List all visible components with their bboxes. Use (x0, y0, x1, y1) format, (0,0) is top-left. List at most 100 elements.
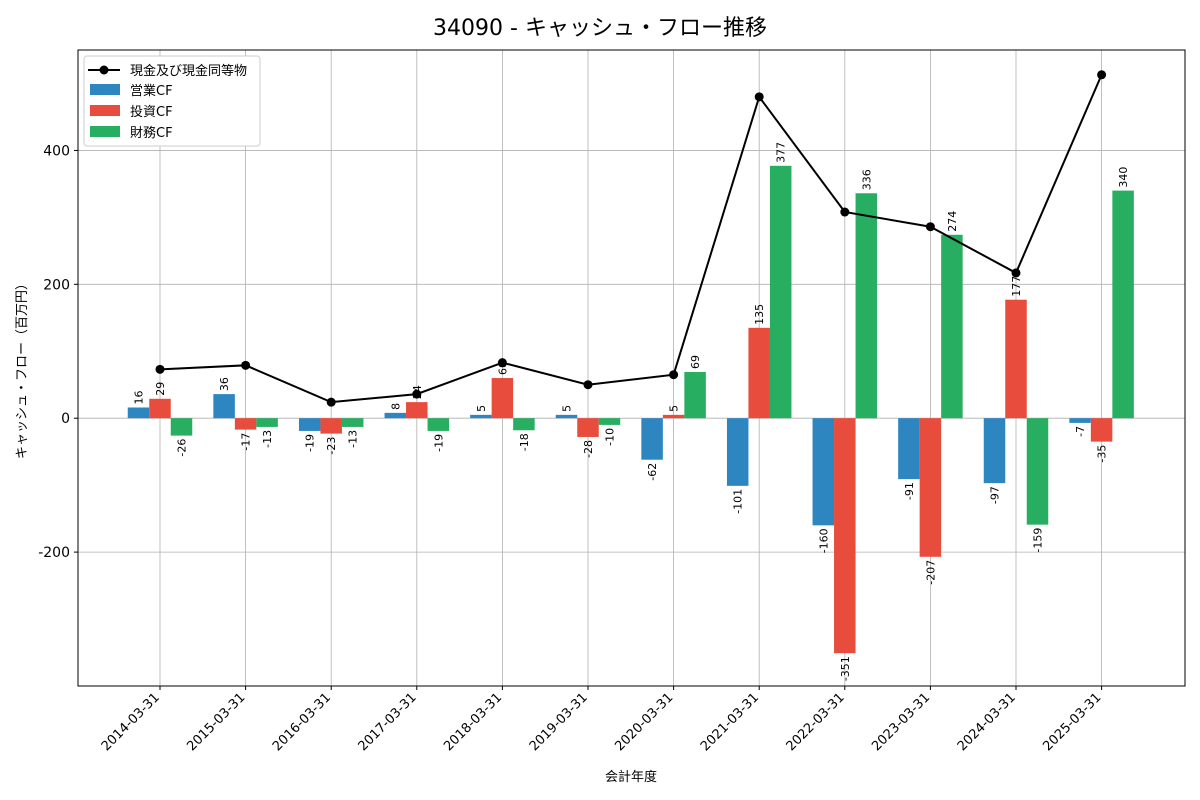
bar-label-financing: -26 (176, 439, 189, 457)
bar-label-investing: 60 (496, 361, 509, 375)
bar-label-investing: 24 (411, 385, 424, 399)
bar-financing (256, 418, 278, 427)
bar-label-investing: -35 (1096, 445, 1109, 463)
bar-investing (406, 402, 428, 419)
bar-label-financing: -159 (1032, 528, 1045, 553)
x-tick-label: 2020-03-31 (612, 690, 676, 754)
bar-label-operating: 16 (133, 390, 146, 404)
x-tick-label: 2021-03-31 (698, 690, 762, 754)
bar-financing (1112, 190, 1134, 419)
x-tick-label: 2023-03-31 (869, 690, 933, 754)
y-axis-label: キャッシュ・フロー（百万円） (15, 277, 30, 459)
x-tick-label: 2018-03-31 (441, 690, 505, 754)
cash-point (925, 222, 935, 232)
bar-operating (213, 394, 235, 419)
bar-operating (726, 418, 749, 486)
y-tick-label: 200 (43, 277, 70, 293)
cash-point (1011, 268, 1021, 278)
bar-label-operating: -7 (1074, 426, 1087, 437)
bar-operating (555, 414, 578, 419)
bar-financing (769, 165, 792, 419)
bar-label-operating: -101 (732, 489, 745, 514)
bar-financing (598, 418, 621, 425)
cash-point (497, 358, 507, 368)
cash-point (412, 389, 422, 399)
bar-label-financing: 69 (689, 355, 702, 369)
legend-swatch-operating (90, 84, 120, 95)
bar-label-operating: 5 (475, 405, 488, 412)
bar-investing (234, 418, 257, 430)
bar-operating (384, 412, 407, 419)
bar-labels: 16 36 -19 8 5 5 -62 -101 -160 -91 -97 -7 29 -17 -23 24 6… (133, 142, 1131, 681)
bar-financing (684, 372, 706, 419)
x-tick-label: 2017-03-31 (356, 690, 420, 754)
x-tick-label: 2019-03-31 (527, 690, 591, 754)
bar-label-operating: -19 (304, 434, 317, 452)
bar-label-investing: -23 (325, 437, 338, 455)
plot-frame (77, 49, 1186, 687)
bar-label-financing: 336 (860, 169, 873, 190)
bar-label-investing: 177 (1010, 276, 1023, 297)
cash-line (155, 70, 1107, 407)
bar-operating (470, 414, 492, 419)
bar-financing (941, 234, 963, 419)
bar-investing (1005, 299, 1027, 419)
bar-label-investing: 135 (753, 304, 766, 325)
y-tick-label: -200 (38, 545, 70, 561)
cash-point (754, 92, 764, 102)
bar-label-operating: -62 (646, 463, 659, 481)
bar-operating (812, 418, 835, 526)
legend-line-marker (99, 65, 109, 75)
y-tick-label: 400 (43, 143, 70, 159)
bar-financing (513, 418, 535, 431)
bar-label-operating: 36 (218, 377, 231, 391)
legend: 現金及び現金同等物 営業CF 投資CF 財務CF (83, 55, 261, 147)
bar-operating (298, 418, 321, 431)
x-axis-label: 会計年度 (605, 769, 657, 785)
bar-investing (834, 418, 856, 654)
bar-label-operating: -97 (989, 486, 1002, 504)
bar-investing (919, 418, 942, 557)
bar-investing (491, 378, 514, 419)
bar-label-operating: 5 (561, 405, 574, 412)
cash-point (583, 380, 593, 390)
bar-financing (1026, 418, 1049, 525)
bar-label-investing: -17 (240, 433, 253, 451)
cash-point (326, 397, 336, 407)
bar-label-investing: -207 (924, 560, 937, 585)
bar-label-investing: -351 (839, 656, 852, 681)
bars (127, 165, 1134, 654)
legend-label-investing: 投資CF (130, 104, 173, 120)
x-ticks: 2014-03-31 2015-03-31 2016-03-31 2017-03-31… (99, 686, 1104, 754)
y-tick-label: 0 (61, 411, 70, 427)
bar-financing (341, 418, 364, 427)
legend-swatch-investing (90, 105, 120, 116)
x-tick-label: 2022-03-31 (784, 690, 848, 754)
bar-label-investing: 29 (154, 382, 167, 396)
y-ticks: -200 0 200 400 (38, 143, 78, 561)
bar-operating (983, 418, 1006, 484)
x-tick-label: 2016-03-31 (270, 690, 334, 754)
cash-point (1097, 70, 1107, 80)
legend-label-financing: 財務CF (130, 126, 173, 141)
bar-financing (170, 418, 193, 436)
cash-polyline (159, 74, 1103, 404)
legend-label-operating: 営業CF (130, 83, 173, 99)
bar-label-investing: -28 (582, 440, 595, 458)
bar-label-financing: -13 (261, 430, 274, 448)
legend-swatch-financing (90, 126, 120, 137)
bar-investing (748, 327, 770, 419)
bar-operating (898, 418, 920, 480)
bar-investing (577, 418, 599, 437)
bar-investing (320, 418, 342, 434)
bar-label-operating: -91 (903, 482, 916, 500)
bar-investing (149, 398, 171, 419)
cash-point (840, 207, 850, 217)
legend-label-cash: 現金及び現金同等物 (130, 63, 247, 79)
x-tick-label: 2015-03-31 (184, 690, 248, 754)
bar-label-financing: 340 (1117, 167, 1130, 188)
x-tick-label: 2014-03-31 (99, 690, 163, 754)
legend-box (83, 55, 261, 147)
bar-label-operating: 8 (389, 403, 402, 410)
